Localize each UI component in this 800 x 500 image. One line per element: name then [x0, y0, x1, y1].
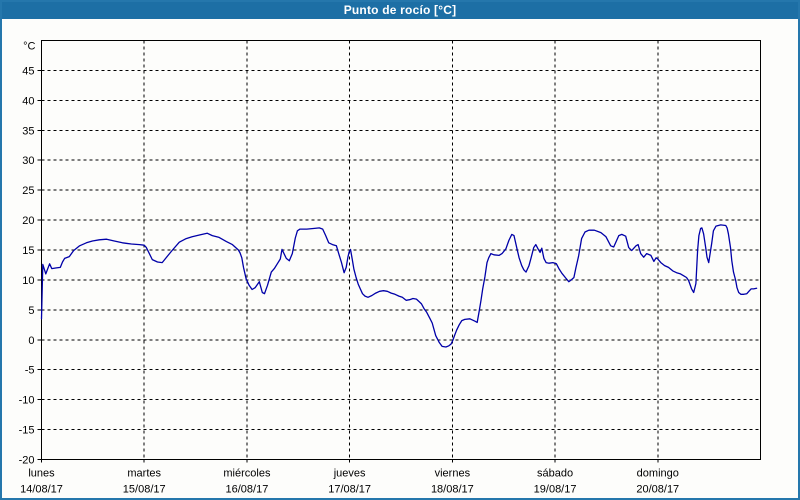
- x-day-date-label: 19/08/17: [534, 484, 577, 496]
- x-day-name-label: jueves: [333, 468, 366, 480]
- y-tick-label: 25: [22, 185, 34, 197]
- chart-title: Punto de rocío [°C]: [343, 3, 457, 17]
- x-day-date-label: 15/08/17: [123, 484, 166, 496]
- x-day-date-label: 17/08/17: [328, 484, 371, 496]
- x-day-date-label: 18/08/17: [431, 484, 474, 496]
- x-day-name-label: viernes: [435, 468, 471, 480]
- y-tick-label: -15: [19, 425, 35, 437]
- y-tick-label: 40: [22, 95, 34, 107]
- y-tick-label: 15: [22, 245, 34, 257]
- y-tick-label: -20: [19, 455, 35, 467]
- y-tick-label: 45: [22, 65, 34, 77]
- y-tick-label: 20: [22, 215, 34, 227]
- dew-point-line: [40, 224, 758, 348]
- x-day-date-label: 20/08/17: [636, 484, 679, 496]
- y-tick-label: 35: [22, 125, 34, 137]
- plot-border: [41, 40, 761, 460]
- y-tick-label: 0: [28, 335, 34, 347]
- y-tick-label: 10: [22, 275, 34, 287]
- x-day-name-label: domingo: [637, 468, 679, 480]
- y-tick-label: -5: [25, 365, 35, 377]
- chart-title-bar: Punto de rocío [°C]: [2, 2, 798, 19]
- x-day-name-label: sábado: [537, 468, 573, 480]
- x-day-date-label: 14/08/17: [20, 484, 63, 496]
- x-day-name-label: miércoles: [223, 468, 271, 480]
- x-day-name-label: lunes: [28, 468, 55, 480]
- y-tick-label: -10: [19, 395, 35, 407]
- y-tick-label: 30: [22, 155, 34, 167]
- x-day-name-label: martes: [127, 468, 161, 480]
- y-axis-unit-label: °C: [23, 41, 35, 53]
- x-day-date-label: 16/08/17: [226, 484, 269, 496]
- y-tick-label: 5: [28, 305, 34, 317]
- chart-svg: 45 40 35 30 25 20 15 10 5 0 -5 -10 -15 -20 °C lunes 14/0…: [19, 40, 761, 496]
